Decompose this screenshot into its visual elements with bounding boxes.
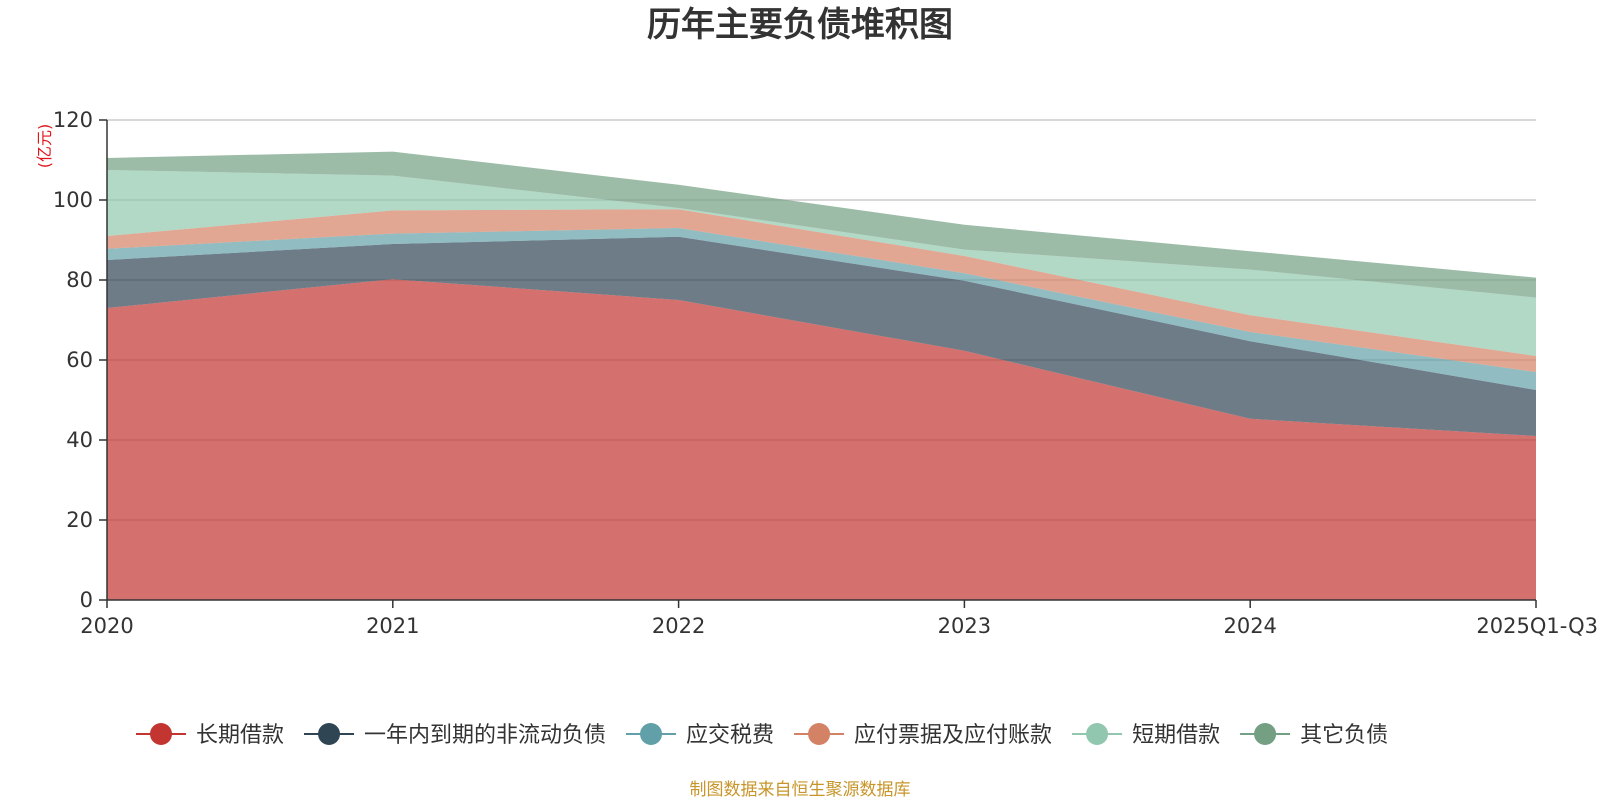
legend-circle-marker xyxy=(150,723,172,745)
legend-item-4[interactable]: 应付票据及应付账款 xyxy=(794,723,1052,748)
legend-label: 短期借款 xyxy=(1132,723,1220,748)
axes: 0 20 40 60 80 100 120 2020 2021 2022 2023 2024 2025Q… xyxy=(53,108,1598,638)
y-tick-label: 40 xyxy=(66,428,93,452)
area-series-5 xyxy=(107,170,1536,356)
area-series xyxy=(107,151,1536,600)
area-series-2 xyxy=(107,236,1536,436)
y-tick-label: 60 xyxy=(66,348,93,372)
x-tick-label: 2022 xyxy=(652,614,705,638)
legend-circle-marker xyxy=(1086,723,1109,745)
area-series-4 xyxy=(107,209,1536,372)
legend-item-3[interactable]: 应交税费 xyxy=(626,723,774,748)
legend-label: 应交税费 xyxy=(686,723,774,748)
x-tick-label: 2025Q1-Q3 xyxy=(1476,614,1598,638)
legend-label: 一年内到期的非流动负债 xyxy=(364,723,606,748)
x-tick-label: 2023 xyxy=(938,614,991,638)
x-tick-label: 2020 xyxy=(80,614,133,638)
data-source-note: 制图数据来自恒生聚源数据库 xyxy=(690,780,911,800)
x-tick-label: 2021 xyxy=(366,614,419,638)
legend-circle-marker xyxy=(640,723,663,745)
legend-circle-marker xyxy=(808,723,831,745)
y-tick-label: 20 xyxy=(66,508,93,532)
y-tick-label: 0 xyxy=(80,588,93,612)
area-series-1 xyxy=(107,279,1536,600)
legend-circle-marker xyxy=(318,723,341,745)
legend-label: 其它负债 xyxy=(1300,723,1388,748)
legend-item-6[interactable]: 其它负债 xyxy=(1240,723,1388,748)
y-axis-unit-label: (亿元) xyxy=(35,124,54,169)
area-series-6 xyxy=(107,151,1536,298)
legend-item-1[interactable]: 长期借款 xyxy=(136,723,284,748)
chart-title: 历年主要负债堆积图 xyxy=(647,5,953,45)
legend-label: 应付票据及应付账款 xyxy=(854,723,1052,748)
legend-item-2[interactable]: 一年内到期的非流动负债 xyxy=(304,723,606,748)
y-tick-label: 120 xyxy=(53,108,93,132)
x-tick-label: 2024 xyxy=(1223,614,1276,638)
legend-circle-marker xyxy=(1254,723,1277,745)
area-series-3 xyxy=(107,228,1536,390)
legend-item-5[interactable]: 短期借款 xyxy=(1072,723,1220,748)
y-tick-label: 80 xyxy=(66,268,93,292)
legend: 长期借款 一年内到期的非流动负债 应交税费 应付票据及应付账款 短期借款 其它负债 xyxy=(136,723,1388,748)
y-tick-label: 100 xyxy=(53,188,93,212)
legend-label: 长期借款 xyxy=(196,723,284,748)
